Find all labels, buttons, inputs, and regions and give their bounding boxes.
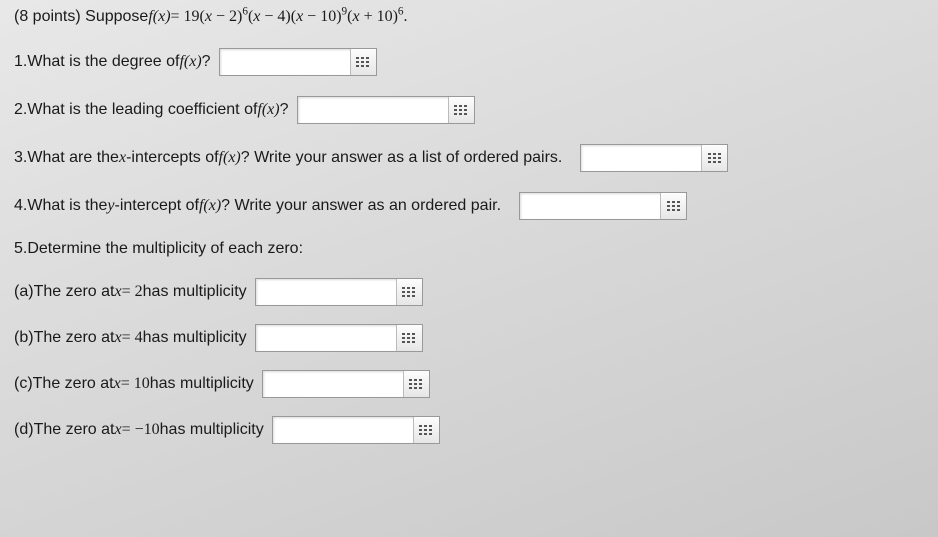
q-number: 4. <box>14 197 27 215</box>
keypad-button[interactable] <box>660 193 686 219</box>
sub-label: (b) <box>14 329 34 347</box>
eq-val: = 2 <box>122 283 143 301</box>
q-text: -intercepts of <box>126 149 218 167</box>
var-x: x <box>115 283 122 301</box>
var-x: x <box>114 375 121 393</box>
q-text: has multiplicity <box>143 283 247 301</box>
fx: f(x) <box>179 53 201 71</box>
eq-val: = 10 <box>121 375 150 393</box>
q-text: The zero at <box>34 329 115 347</box>
fx: f(x) <box>257 101 279 119</box>
answer-field-wrap <box>219 48 377 76</box>
keypad-button[interactable] <box>413 417 439 443</box>
keypad-icon <box>409 379 423 389</box>
keypad-button[interactable] <box>403 371 429 397</box>
mult-a-input[interactable] <box>256 279 396 305</box>
keypad-button[interactable] <box>701 145 727 171</box>
question-5d: (d) The zero at x = −10 has multiplicity <box>14 416 924 444</box>
eq-part: = 19(x − 2)6(x − 4)(x − 10)9(x + 10)6. <box>171 8 408 26</box>
var-x: x <box>119 149 126 167</box>
fx: f(x) <box>199 197 221 215</box>
q-text: has multiplicity <box>143 329 247 347</box>
fx: f(x) <box>219 149 241 167</box>
q-text: ? Write your answer as an ordered pair. <box>221 197 501 215</box>
var-x: x <box>115 329 122 347</box>
answer-field-wrap <box>272 416 440 444</box>
keypad-button[interactable] <box>396 279 422 305</box>
keypad-icon <box>402 333 416 343</box>
mult-c-input[interactable] <box>263 371 403 397</box>
q-text: The zero at <box>34 421 115 439</box>
answer-field-wrap <box>255 278 423 306</box>
question-5: 5. Determine the multiplicity of each ze… <box>14 240 924 258</box>
answer-field-wrap <box>262 370 430 398</box>
question-5b: (b) The zero at x = 4 has multiplicity <box>14 324 924 352</box>
q-number: 3. <box>14 149 27 167</box>
q-text: The zero at <box>33 375 114 393</box>
sub-label: (d) <box>14 421 34 439</box>
problem-statement: (8 points) Suppose f(x) = 19(x − 2)6(x −… <box>14 8 924 26</box>
keypad-icon <box>708 153 722 163</box>
sub-label: (c) <box>14 375 33 393</box>
q-text: Determine the multiplicity of each zero: <box>27 240 303 258</box>
var-x: x <box>115 421 122 439</box>
q-text: ? <box>280 101 289 119</box>
q-text: ? Write your answer as a list of ordered… <box>241 149 563 167</box>
q-text: What is the degree of <box>27 53 179 71</box>
q-text: -intercept of <box>114 197 198 215</box>
mult-d-input[interactable] <box>273 417 413 443</box>
q-text: What are the <box>27 149 119 167</box>
fx: f(x) <box>148 8 170 26</box>
answer-field-wrap <box>297 96 475 124</box>
degree-input[interactable] <box>220 49 350 75</box>
q-text: What is the leading coefficient of <box>27 101 257 119</box>
question-1: 1. What is the degree of f(x) ? <box>14 48 924 76</box>
eq-val: = 4 <box>122 329 143 347</box>
q-number: 5. <box>14 240 27 258</box>
keypad-icon <box>454 105 468 115</box>
eq-val: = −10 <box>122 421 160 439</box>
q-text: ? <box>202 53 211 71</box>
question-3: 3. What are the x -intercepts of f(x) ? … <box>14 144 924 172</box>
keypad-icon <box>667 201 681 211</box>
q-text: has multiplicity <box>160 421 264 439</box>
question-4: 4. What is the y -intercept of f(x) ? Wr… <box>14 192 924 220</box>
question-5a: (a) The zero at x = 2 has multiplicity <box>14 278 924 306</box>
keypad-button[interactable] <box>396 325 422 351</box>
keypad-button[interactable] <box>448 97 474 123</box>
keypad-icon <box>419 425 433 435</box>
question-5c: (c) The zero at x = 10 has multiplicity <box>14 370 924 398</box>
q-text: The zero at <box>34 283 115 301</box>
q-text: What is the <box>27 197 107 215</box>
sub-label: (a) <box>14 283 34 301</box>
x-intercepts-input[interactable] <box>581 145 701 171</box>
mult-b-input[interactable] <box>256 325 396 351</box>
keypad-button[interactable] <box>350 49 376 75</box>
var-y: y <box>107 197 114 215</box>
keypad-icon <box>356 57 370 67</box>
q-number: 1. <box>14 53 27 71</box>
answer-field-wrap <box>255 324 423 352</box>
answer-field-wrap <box>580 144 728 172</box>
leading-coeff-input[interactable] <box>298 97 448 123</box>
points-label: (8 points) Suppose <box>14 8 148 26</box>
keypad-icon <box>402 287 416 297</box>
q-text: has multiplicity <box>150 375 254 393</box>
question-2: 2. What is the leading coefficient of f(… <box>14 96 924 124</box>
q-number: 2. <box>14 101 27 119</box>
y-intercept-input[interactable] <box>520 193 660 219</box>
answer-field-wrap <box>519 192 687 220</box>
